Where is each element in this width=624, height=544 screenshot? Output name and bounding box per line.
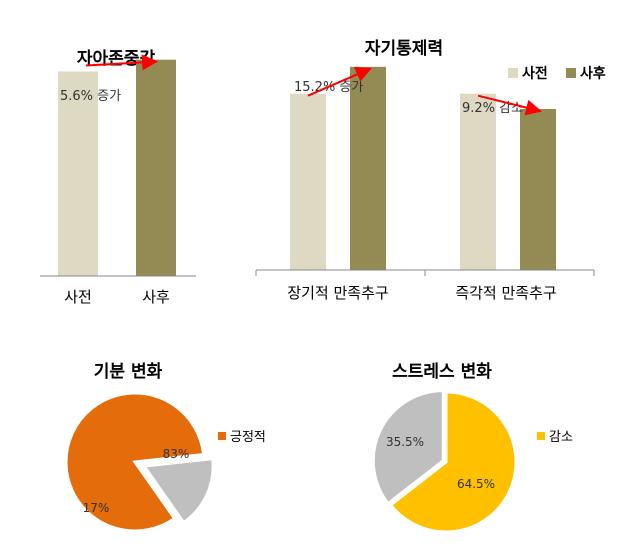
stress-slice-other xyxy=(371,389,445,506)
self-control-chart: 자기통제력 장기적 만족추구 즉각적 만족추구 15.2% 증가 9.2% 감소… xyxy=(255,39,606,302)
mood-other-value: 17% xyxy=(83,501,110,515)
legend-label-before: 사전 xyxy=(522,65,548,82)
self-esteem-change-arrow xyxy=(85,54,158,71)
self-control-bar-immediate-before xyxy=(460,93,496,271)
self-control-bar-long-term-after xyxy=(350,66,386,270)
self-esteem-tick-after: 사후 xyxy=(142,288,170,306)
self-control-bar-long-term-before xyxy=(290,93,326,271)
mood-legend-label: 긍정적 xyxy=(230,430,266,445)
stress-legend-swatch xyxy=(537,432,545,440)
mood-positive-value: 83% xyxy=(163,447,190,461)
self-control-long-term-arrow xyxy=(307,67,372,97)
self-control-tick-long-term: 장기적 만족추구 xyxy=(287,284,388,302)
legend-label-after: 사후 xyxy=(580,66,606,82)
stress-decrease-value: 64.5% xyxy=(457,477,495,491)
self-esteem-chart: 자아존중감 사전 사후 5.6% 증가 xyxy=(40,49,196,306)
mood-slice-other xyxy=(141,457,215,525)
self-esteem-bar-before xyxy=(58,71,98,276)
legend-swatch-after xyxy=(566,68,576,78)
self-esteem-bar-after xyxy=(136,59,176,276)
stress-other-value: 35.5% xyxy=(386,435,424,449)
stress-change-chart: 스트레스 변화 64.5% 35.5% 감소 xyxy=(371,362,573,534)
self-control-annotation-immediate: 9.2% 감소 xyxy=(462,101,523,116)
self-esteem-annotation: 5.6% 증가 xyxy=(60,89,121,104)
mood-legend-swatch xyxy=(218,432,226,440)
self-control-bar-immediate-after xyxy=(520,109,556,270)
stress-change-title: 스트레스 변화 xyxy=(392,362,492,382)
mood-change-chart: 기분 변화 83% 17% 긍정적 xyxy=(64,362,266,533)
legend-swatch-before xyxy=(508,68,518,78)
mood-slice-positive xyxy=(64,391,206,533)
self-control-immediate-arrow xyxy=(477,94,542,116)
self-control-tick-immediate: 즉각적 만족추구 xyxy=(455,284,556,302)
stress-slice-decrease xyxy=(388,390,518,534)
stress-legend-label: 감소 xyxy=(549,430,573,445)
mood-change-title: 기분 변화 xyxy=(94,362,163,382)
self-control-title: 자기통제력 xyxy=(365,39,443,59)
self-esteem-tick-before: 사전 xyxy=(64,288,92,306)
